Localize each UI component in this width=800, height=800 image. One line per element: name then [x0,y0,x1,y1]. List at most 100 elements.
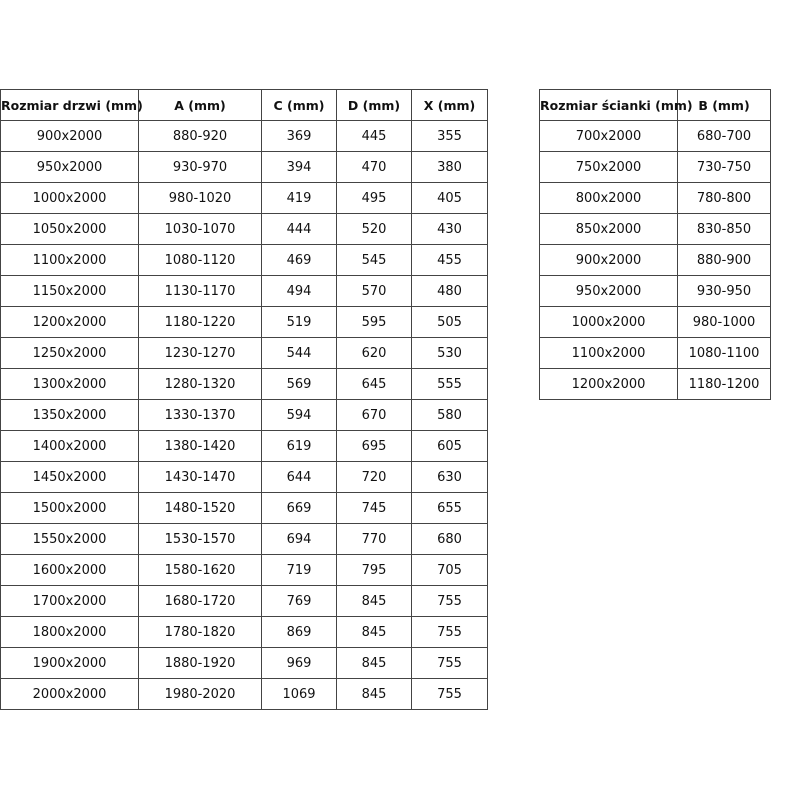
table-cell: 680 [411,523,488,555]
table-cell: 1250x2000 [0,337,139,369]
table-cell: 580 [411,399,488,431]
table-cell: 1450x2000 [0,461,139,493]
table-row: 1900x2000 1880-1920 969 845 755 [0,647,488,679]
table-row: 750x2000 730-750 [539,151,771,183]
table-row: 1400x2000 1380-1420 619 695 605 [0,430,488,462]
table-row: 1450x2000 1430-1470 644 720 630 [0,461,488,493]
table-row: 900x2000 880-920 369 445 355 [0,120,488,152]
column-header: A (mm) [138,89,262,121]
table-cell: 445 [336,120,412,152]
table-cell: 1980-2020 [138,678,262,710]
table-cell: 1180-1220 [138,306,262,338]
table-cell: 669 [261,492,337,524]
table-row: 1800x2000 1780-1820 869 845 755 [0,616,488,648]
table-cell: 394 [261,151,337,183]
table-cell: 530 [411,337,488,369]
table-cell: 620 [336,337,412,369]
table-row: 1200x2000 1180-1200 [539,368,771,400]
table-row: 1550x2000 1530-1570 694 770 680 [0,523,488,555]
table-cell: 670 [336,399,412,431]
table-cell: 900x2000 [0,120,139,152]
table-row: 1500x2000 1480-1520 669 745 655 [0,492,488,524]
table-cell: 950x2000 [0,151,139,183]
table-cell: 470 [336,151,412,183]
table-cell: 770 [336,523,412,555]
table-cell: 980-1000 [677,306,771,338]
table-cell: 569 [261,368,337,400]
table-cell: 1880-1920 [138,647,262,679]
table-cell: 1100x2000 [539,337,678,369]
table-cell: 644 [261,461,337,493]
table-cell: 1000x2000 [0,182,139,214]
table-cell: 355 [411,120,488,152]
table-cell: 769 [261,585,337,617]
table-cell: 755 [411,678,488,710]
table-cell: 544 [261,337,337,369]
table-row: 900x2000 880-900 [539,244,771,276]
table-cell: 705 [411,554,488,586]
table-cell: 555 [411,368,488,400]
table-cell: 655 [411,492,488,524]
table-cell: 1400x2000 [0,430,139,462]
table-cell: 380 [411,151,488,183]
table-cell: 1380-1420 [138,430,262,462]
table-cell: 700x2000 [539,120,678,152]
table-cell: 1500x2000 [0,492,139,524]
table-cell: 595 [336,306,412,338]
table-cell: 1000x2000 [539,306,678,338]
table-cell: 1430-1470 [138,461,262,493]
table-row: 950x2000 930-950 [539,275,771,307]
table-cell: 1580-1620 [138,554,262,586]
table-cell: 850x2000 [539,213,678,245]
table-cell: 845 [336,647,412,679]
table-cell: 505 [411,306,488,338]
table-row: 850x2000 830-850 [539,213,771,245]
table-row: 1000x2000 980-1000 [539,306,771,338]
table-cell: 494 [261,275,337,307]
table-cell: 444 [261,213,337,245]
table-row: 1050x2000 1030-1070 444 520 430 [0,213,488,245]
table-cell: 545 [336,244,412,276]
table-cell: 745 [336,492,412,524]
table-cell: 900x2000 [539,244,678,276]
table-cell: 419 [261,182,337,214]
column-header: Rozmiar ścianki (mm) [539,89,693,121]
table-cell: 594 [261,399,337,431]
table-cell: 520 [336,213,412,245]
door-size-table: Rozmiar drzwi (mm) A (mm) C (mm) D (mm) X (m… [0,89,488,710]
table-cell: 1200x2000 [539,368,678,400]
table-row: 1600x2000 1580-1620 719 795 705 [0,554,488,586]
table-cell: 570 [336,275,412,307]
table-cell: 1550x2000 [0,523,139,555]
table-cell: 480 [411,275,488,307]
table-cell: 980-1020 [138,182,262,214]
table-cell: 495 [336,182,412,214]
table-cell: 1900x2000 [0,647,139,679]
table-cell: 645 [336,368,412,400]
table-cell: 680-700 [677,120,771,152]
table-cell: 1680-1720 [138,585,262,617]
table-cell: 750x2000 [539,151,678,183]
table-row: 800x2000 780-800 [539,182,771,214]
table-cell: 1350x2000 [0,399,139,431]
table-cell: 1300x2000 [0,368,139,400]
table-row: 1100x2000 1080-1100 [539,337,771,369]
table-cell: 1780-1820 [138,616,262,648]
table-cell: 1150x2000 [0,275,139,307]
table-cell: 930-950 [677,275,771,307]
table-cell: 950x2000 [539,275,678,307]
table-cell: 830-850 [677,213,771,245]
table-cell: 2000x2000 [0,678,139,710]
table-row: 1100x2000 1080-1120 469 545 455 [0,244,488,276]
table-cell: 869 [261,616,337,648]
table-cell: 1800x2000 [0,616,139,648]
table-cell: 369 [261,120,337,152]
table-cell: 1030-1070 [138,213,262,245]
table-cell: 845 [336,678,412,710]
table-row: 1150x2000 1130-1170 494 570 480 [0,275,488,307]
column-header: C (mm) [261,89,337,121]
table-cell: 1100x2000 [0,244,139,276]
table-cell: 720 [336,461,412,493]
table-cell: 880-900 [677,244,771,276]
table-cell: 1600x2000 [0,554,139,586]
